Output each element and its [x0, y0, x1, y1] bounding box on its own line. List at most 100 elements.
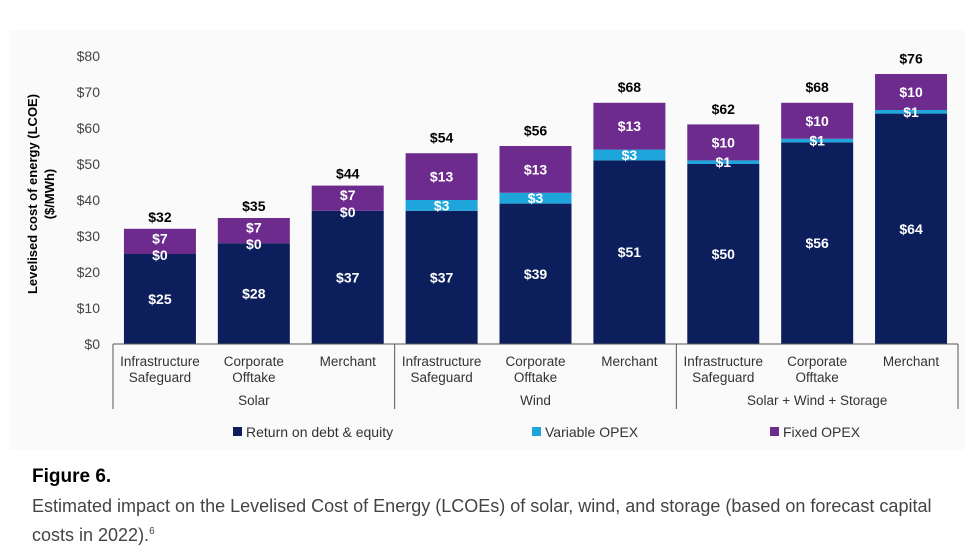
bar-segment-return-on-debt-equity — [217, 243, 290, 344]
x-tick-label: Offtake — [232, 370, 275, 385]
data-label-return: $39 — [524, 266, 548, 282]
x-tick-label: Merchant — [320, 354, 377, 369]
bar-segment-return-on-debt-equity — [405, 210, 478, 344]
bar-segment-fixed-opex — [405, 153, 478, 200]
x-tick-label: Corporate — [505, 354, 565, 369]
legend-label: Return on debt & equity — [246, 424, 393, 440]
data-label-variable-opex: $1 — [715, 154, 731, 170]
data-label-variable-opex: $0 — [152, 247, 168, 263]
x-tick-label: Corporate — [224, 354, 284, 369]
data-label-fixed-opex: $7 — [246, 220, 262, 236]
total-label: $68 — [618, 79, 642, 95]
bar-segment-variable-opex — [593, 149, 666, 161]
total-label: $68 — [805, 79, 829, 95]
data-label-fixed-opex: $10 — [899, 84, 923, 100]
y-tick-label: $30 — [77, 228, 101, 244]
data-label-variable-opex: $0 — [246, 236, 262, 252]
bar-segment-return-on-debt-equity — [875, 113, 948, 344]
data-label-fixed-opex: $13 — [430, 169, 454, 185]
data-label-return: $56 — [805, 235, 829, 251]
y-axis-unit: ($/MWh) — [42, 169, 57, 220]
bar-segment-return-on-debt-equity — [499, 203, 572, 344]
data-label-fixed-opex: $7 — [340, 187, 356, 203]
data-label-return: $37 — [336, 269, 360, 285]
total-label: $44 — [336, 166, 360, 182]
data-label-variable-opex: $0 — [340, 204, 356, 220]
data-label-variable-opex: $3 — [622, 147, 638, 163]
data-label-fixed-opex: $7 — [152, 230, 168, 246]
lcoe-stacked-bar-chart: $0 $10 $20 $30 $40 $50 $60 $70 $80 Levelised cost… — [25, 48, 959, 440]
bar-segment-return-on-debt-equity — [593, 160, 666, 344]
total-label: $35 — [242, 198, 266, 214]
y-tick-label: $50 — [77, 156, 101, 172]
total-label: $76 — [899, 50, 923, 66]
x-tick-label: Infrastructure — [402, 354, 482, 369]
bar-segment-return-on-debt-equity — [687, 164, 760, 344]
bar-segment-fixed-opex — [781, 102, 854, 139]
data-label-return: $25 — [148, 291, 172, 307]
bar-segment-variable-opex — [875, 110, 948, 114]
group-label: Solar + Wind + Storage — [747, 393, 887, 408]
legend-swatch — [233, 427, 242, 436]
total-label: $32 — [148, 209, 172, 225]
y-tick-label: $20 — [77, 264, 101, 280]
y-tick-label: $70 — [77, 84, 101, 100]
x-tick-label: Offtake — [514, 370, 557, 385]
legend-label: Fixed OPEX — [783, 424, 861, 440]
y-tick-label: $80 — [77, 48, 101, 64]
data-label-variable-opex: $3 — [528, 190, 544, 206]
bar-segment-variable-opex — [499, 192, 572, 204]
figure-description-text: Estimated impact on the Levelised Cost o… — [32, 496, 932, 545]
data-label-variable-opex: $3 — [434, 197, 450, 213]
footnote-marker: 6 — [149, 526, 155, 537]
x-tick-label: Safeguard — [692, 370, 754, 385]
x-tick-label: Infrastructure — [684, 354, 764, 369]
data-label-return: $64 — [899, 221, 923, 237]
total-label: $54 — [430, 130, 454, 146]
data-label-return: $50 — [712, 246, 736, 262]
x-tick-label: Merchant — [883, 354, 940, 369]
y-axis-title: Levelised cost of energy (LCOE) — [25, 94, 40, 294]
x-tick-label: Safeguard — [129, 370, 191, 385]
bar-segment-fixed-opex — [123, 228, 196, 254]
legend-swatch — [532, 427, 541, 436]
bar-segment-fixed-opex — [687, 124, 760, 161]
figure-caption: Figure 6. Estimated impact on the Leveli… — [32, 466, 952, 548]
data-label-return: $37 — [430, 269, 454, 285]
total-label: $56 — [524, 122, 548, 138]
data-label-fixed-opex: $13 — [524, 161, 548, 177]
figure-description: Estimated impact on the Levelised Cost o… — [32, 494, 952, 548]
x-tick-label: Offtake — [796, 370, 839, 385]
bar-segment-variable-opex — [781, 138, 854, 143]
bar-segment-variable-opex — [405, 200, 478, 211]
bar-segment-fixed-opex — [875, 74, 948, 110]
y-tick-label: $10 — [77, 300, 101, 316]
bar-segment-fixed-opex — [311, 185, 384, 211]
data-label-fixed-opex: $10 — [805, 113, 829, 129]
data-label-return: $28 — [242, 286, 266, 302]
bar-segment-return-on-debt-equity — [123, 254, 196, 344]
y-tick-label: $40 — [77, 192, 101, 208]
group-label: Solar — [238, 393, 270, 408]
bar-segment-fixed-opex — [593, 102, 666, 150]
y-tick-label: $60 — [77, 120, 101, 136]
bar-segment-fixed-opex — [499, 146, 572, 193]
x-tick-label: Infrastructure — [120, 354, 200, 369]
bar-segment-variable-opex — [687, 160, 760, 164]
data-label-return: $51 — [618, 244, 642, 260]
figure-label: Figure 6. — [32, 466, 112, 487]
bar-segment-return-on-debt-equity — [311, 210, 384, 344]
data-label-fixed-opex: $13 — [618, 118, 642, 134]
total-label: $62 — [712, 101, 736, 117]
data-label-fixed-opex: $10 — [712, 134, 736, 150]
y-tick-label: $0 — [84, 336, 100, 352]
bar-segment-fixed-opex — [217, 218, 290, 244]
data-label-variable-opex: $1 — [903, 104, 919, 120]
bar-segment-return-on-debt-equity — [781, 142, 854, 344]
group-label: Wind — [520, 393, 551, 408]
x-tick-label: Safeguard — [410, 370, 472, 385]
data-label-variable-opex: $1 — [809, 133, 825, 149]
x-tick-label: Merchant — [601, 354, 658, 369]
x-tick-label: Corporate — [787, 354, 847, 369]
legend-swatch — [770, 427, 779, 436]
